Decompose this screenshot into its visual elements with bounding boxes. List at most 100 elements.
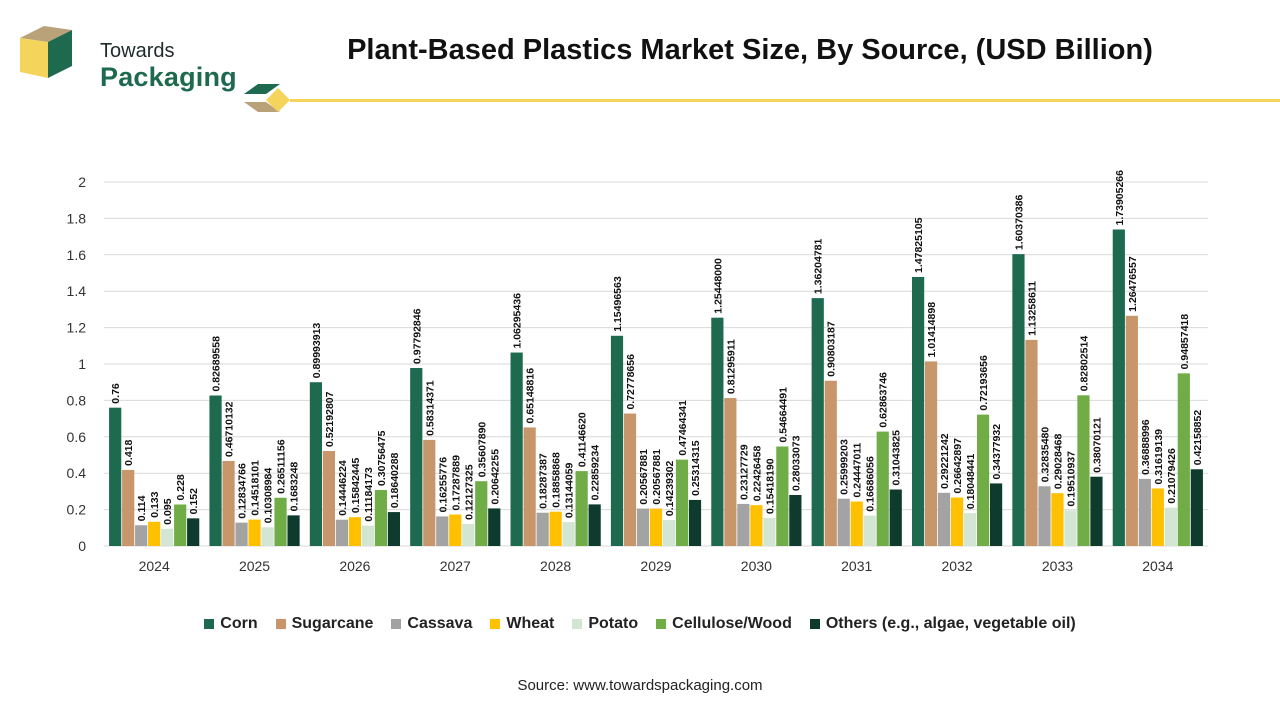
data-label: 0.97792846 — [411, 308, 423, 364]
bar — [889, 489, 902, 546]
brand-name-top: Towards — [100, 40, 175, 62]
data-label: 0.89993913 — [311, 323, 323, 379]
bar — [322, 451, 336, 546]
bar — [488, 508, 501, 546]
y-tick-label: 2 — [78, 174, 86, 190]
data-label: 0.11184173 — [363, 467, 375, 521]
data-label: 0.25314315 — [690, 440, 702, 496]
brand-name-bottom: Packaging — [100, 62, 237, 92]
legend-swatch — [809, 619, 820, 629]
bar — [1025, 339, 1038, 546]
bar — [1090, 476, 1103, 546]
bar — [737, 503, 750, 546]
bar — [588, 504, 601, 546]
bar — [348, 517, 362, 546]
bar — [261, 527, 274, 546]
bar — [510, 352, 523, 546]
bar — [976, 414, 990, 546]
bar — [989, 483, 1003, 546]
bar — [109, 407, 122, 546]
data-label: 0.82689558 — [211, 336, 223, 392]
bar — [410, 368, 423, 546]
bar — [837, 498, 850, 546]
data-label: 0.26511156 — [276, 439, 288, 493]
bar — [436, 516, 449, 546]
data-label: 0.20567881 — [651, 449, 663, 505]
data-label: 1.25448000 — [712, 258, 724, 314]
bar — [911, 276, 925, 546]
bar — [387, 512, 401, 546]
data-label: 0.20642255 — [489, 449, 501, 505]
data-label: 0.94857418 — [1179, 314, 1191, 370]
data-label: 1.15496563 — [612, 276, 624, 332]
legend-swatch — [656, 619, 667, 629]
x-tick-label: 2024 — [139, 558, 170, 574]
data-label: 0.76 — [110, 383, 122, 404]
data-label: 0.34377932 — [991, 424, 1003, 480]
bar — [575, 471, 588, 546]
x-tick-label: 2027 — [440, 558, 471, 574]
bar — [161, 528, 174, 546]
legend: Corn Sugarcane Cassava Wheat Potato Cellulose… — [0, 615, 1280, 633]
data-label: 0.29028468 — [1052, 434, 1064, 490]
data-label: 1.47825105 — [913, 217, 925, 273]
legend-label: Corn — [220, 615, 258, 632]
bar — [924, 361, 938, 546]
data-label: 0.54664491 — [777, 387, 789, 443]
legend-item: Potato — [572, 615, 638, 633]
legend-label: Wheat — [506, 615, 555, 632]
data-label: 0.29221242 — [939, 433, 951, 489]
legend-item: Wheat — [490, 615, 554, 633]
bar — [335, 519, 349, 546]
legend-item: Corn — [204, 615, 258, 633]
data-label: 0.22426458 — [751, 446, 763, 502]
data-label: 1.26476557 — [1127, 256, 1139, 312]
data-label: 0.18858868 — [551, 452, 563, 508]
data-label: 0.26642897 — [952, 438, 964, 494]
data-label: 0.15418190 — [764, 458, 776, 514]
bar — [675, 459, 689, 546]
legend-swatch — [490, 619, 501, 629]
legend-item: Others (e.g., algae, vegetable oil) — [809, 615, 1076, 633]
bar — [235, 522, 248, 546]
bar — [475, 481, 488, 546]
bar — [1164, 507, 1177, 546]
bar — [248, 519, 261, 546]
x-tick-label: 2032 — [942, 558, 973, 574]
bar — [423, 439, 436, 546]
data-label: 0.36888996 — [1140, 419, 1152, 475]
bar — [462, 523, 475, 546]
data-label: 0.31043825 — [891, 430, 903, 486]
y-tick-label: 0.6 — [67, 429, 87, 445]
y-tick-label: 0.8 — [67, 392, 87, 408]
x-tick-label: 2030 — [741, 558, 772, 574]
bar — [449, 514, 462, 546]
data-label: 1.01414898 — [926, 302, 938, 358]
bar — [750, 505, 763, 546]
data-label: 0.12834766 — [237, 463, 249, 519]
legend-swatch — [204, 619, 215, 629]
data-label: 0.23127729 — [738, 444, 750, 500]
y-tick-label: 0.2 — [67, 502, 87, 518]
data-label: 0.25999203 — [839, 439, 851, 495]
data-label: 0.72193656 — [978, 355, 990, 411]
x-tick-label: 2034 — [1142, 558, 1173, 574]
bar — [274, 497, 287, 546]
bar — [1112, 229, 1125, 546]
bars — [109, 229, 1203, 546]
y-tick-label: 0 — [78, 538, 86, 554]
data-label: 0.14446224 — [337, 460, 349, 516]
bar — [1064, 510, 1077, 546]
bar — [850, 501, 863, 546]
data-label: 0.13144059 — [564, 462, 576, 518]
data-label: 0.81295911 — [725, 339, 737, 394]
bar — [811, 298, 824, 546]
data-label: 0.58314371 — [424, 380, 436, 436]
source-note: Source: www.towardspackaging.com — [517, 677, 763, 694]
bar — [789, 494, 802, 546]
bar — [1077, 395, 1090, 546]
data-label: 0.38070121 — [1091, 417, 1103, 473]
y-tick-label: 1 — [78, 356, 86, 372]
bar — [937, 492, 951, 546]
